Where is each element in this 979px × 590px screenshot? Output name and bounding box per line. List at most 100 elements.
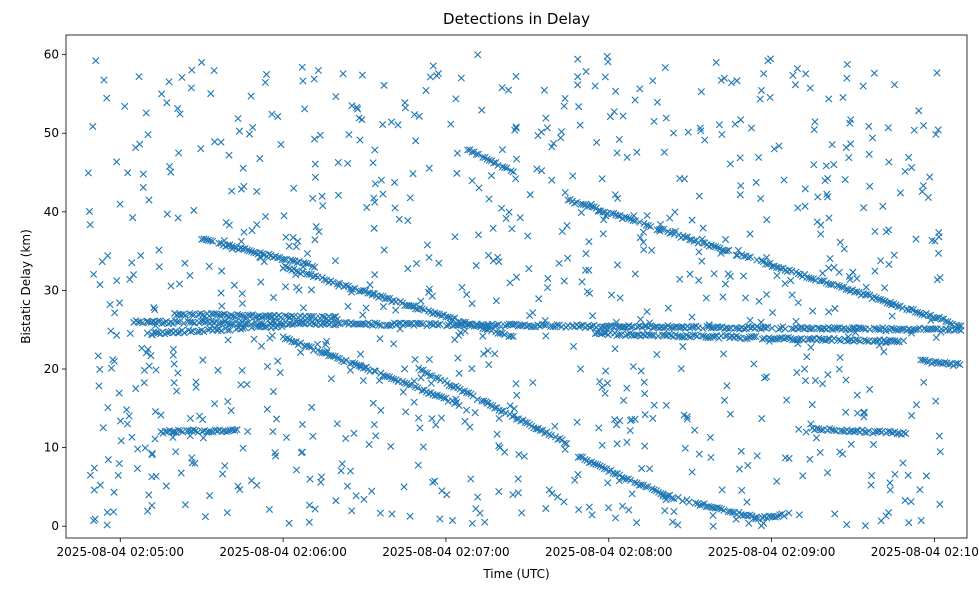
detection-marker [410,398,418,406]
detection-marker [851,328,860,337]
detection-marker [176,110,184,118]
detection-marker [792,317,800,325]
detection-marker [210,138,219,146]
detection-marker [578,278,586,286]
detection-marker [827,281,835,289]
detection-marker [533,165,541,173]
detection-marker [669,518,677,526]
detection-marker [505,208,513,216]
detection-marker [297,319,305,327]
detection-marker [121,102,129,110]
detection-marker [598,383,606,391]
detection-marker [585,458,593,467]
detection-marker [163,99,171,107]
detection-marker [171,317,179,325]
detection-marker [181,259,189,267]
detection-marker [376,509,384,517]
detection-marker [881,325,889,333]
detection-marker [788,325,796,333]
detection-marker [668,324,676,332]
detection-marker [512,415,521,423]
detection-marker [304,260,312,268]
detection-marker [483,399,491,407]
detection-marker [265,250,273,258]
detection-marker [585,289,594,297]
detection-marker [932,358,940,366]
detection-marker [768,262,776,271]
detection-marker [453,149,461,157]
detection-marker [611,345,619,353]
detection-marker [197,145,205,153]
detection-marker [879,202,887,210]
detection-marker [138,344,146,352]
detection-marker [507,167,515,175]
detection-marker [594,461,602,469]
detection-marker [490,159,498,167]
detection-marker [705,502,713,511]
detection-marker [253,220,261,229]
detection-marker [269,293,278,302]
detection-marker [318,312,326,320]
detection-marker [484,321,492,329]
detection-marker [188,318,197,326]
detection-marker [794,204,802,212]
detection-marker [865,122,873,130]
detection-marker [823,190,831,198]
detection-marker [654,332,662,340]
detection-marker [650,117,658,125]
detection-marker [219,470,227,478]
detection-marker [320,276,328,284]
detection-marker [435,259,443,267]
detection-marker [548,489,556,498]
detection-marker [622,332,630,340]
detection-marker [944,326,952,335]
detection-marker [377,176,385,184]
detection-marker [602,367,610,375]
detection-marker [686,270,694,278]
detection-marker [186,318,194,326]
detection-marker [561,445,569,454]
detection-marker [771,513,779,521]
detection-marker [918,187,926,196]
detection-marker [347,288,356,296]
detection-marker [425,164,433,172]
detection-marker [132,384,140,393]
detection-marker [543,284,552,292]
detection-marker [648,485,656,493]
detection-marker [218,267,226,275]
detection-marker [510,320,518,329]
detection-marker [611,191,619,199]
detection-marker [656,220,665,229]
detection-marker [878,428,886,436]
detection-marker [292,271,300,279]
detection-marker [820,324,828,332]
detection-marker [343,482,352,490]
detection-marker [370,420,378,429]
detection-marker [340,358,348,366]
detection-marker [107,327,115,335]
detection-marker [468,365,476,373]
detection-marker [401,379,409,387]
detection-marker [210,66,218,75]
detection-marker [606,113,614,121]
detection-marker [510,405,518,413]
detection-marker [508,225,516,233]
detection-marker [924,312,933,320]
detection-marker [746,230,754,238]
detection-marker [701,136,709,144]
detection-marker [953,325,961,333]
detection-marker [240,182,248,191]
detection-marker [234,482,242,490]
detection-marker [370,194,378,202]
detection-marker [549,139,558,148]
detection-marker [794,325,802,333]
detection-marker [825,214,833,222]
detection-marker [475,184,483,192]
detection-marker [204,236,212,244]
detection-marker [664,304,672,312]
detection-marker [697,88,705,96]
detection-marker [639,228,648,236]
detection-marker [917,516,925,525]
detection-marker [740,325,748,333]
detection-marker [662,114,670,122]
